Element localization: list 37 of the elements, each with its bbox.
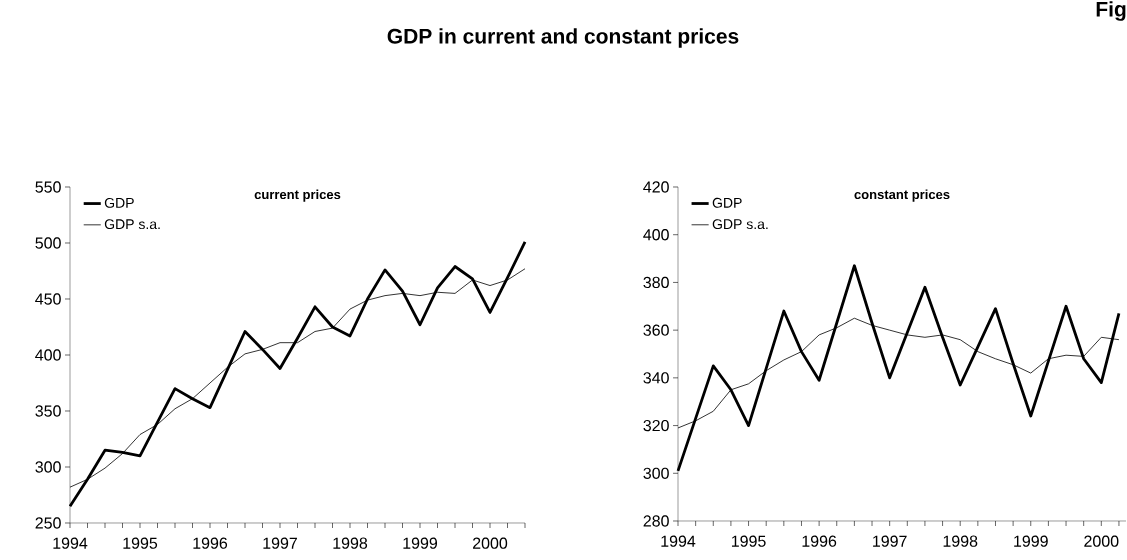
y-tick-label: 300 — [643, 467, 669, 479]
y-tick-label: 550 — [35, 181, 61, 193]
y-tick-label: 500 — [35, 237, 61, 249]
chart-title: current prices — [254, 189, 341, 202]
x-tick-label: 1994 — [53, 537, 88, 549]
chart-title: constant prices — [854, 189, 950, 202]
y-tick-label: 380 — [643, 276, 669, 289]
y-tick-label: 360 — [643, 324, 669, 336]
y-tick-label: 400 — [35, 349, 61, 361]
x-tick-label: 1998 — [943, 535, 978, 547]
y-tick-label: 300 — [35, 461, 61, 473]
x-tick-label: 2000 — [1084, 535, 1119, 547]
x-tick-label: 1998 — [333, 537, 368, 549]
legend-label: GDP s.a. — [104, 219, 160, 230]
legend-label: GDP — [712, 197, 742, 208]
text: GDP in current and constant prices — [387, 28, 739, 48]
x-tick-label: 1996 — [193, 537, 228, 549]
x-tick-label: 1999 — [403, 537, 438, 549]
x-tick-label: 2000 — [473, 537, 508, 549]
x-tick-label: 1995 — [731, 535, 766, 547]
x-tick-label: 1997 — [873, 535, 907, 547]
y-tick-label: 350 — [35, 405, 61, 417]
x-tick-label: 1997 — [263, 537, 297, 549]
y-tick-label: 250 — [35, 517, 61, 529]
x-tick-label: 1995 — [123, 537, 158, 549]
x-tick-label: 1996 — [802, 535, 837, 547]
y-tick-label: 320 — [643, 419, 669, 432]
y-tick-label: 340 — [643, 372, 669, 384]
y-tick-label: 420 — [643, 181, 669, 193]
y-tick-label: 450 — [35, 293, 61, 305]
x-tick-label: 1999 — [1014, 535, 1048, 547]
y-tick-label: 280 — [643, 515, 669, 527]
text: Fig — [1096, 1, 1126, 21]
legend-label: GDP — [104, 197, 134, 208]
x-tick-label: 1994 — [661, 535, 696, 547]
y-tick-label: 400 — [643, 229, 669, 241]
legend-label: GDP s.a. — [712, 219, 768, 230]
